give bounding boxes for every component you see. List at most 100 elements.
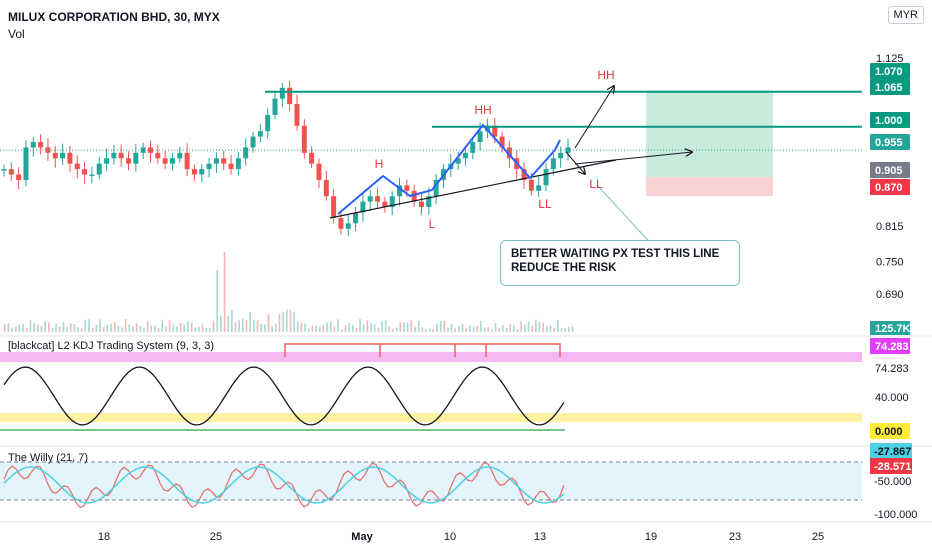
price-tick-label: 1.125 <box>876 53 904 65</box>
candle-body <box>184 152 190 170</box>
candle-body <box>52 152 58 159</box>
candle-body <box>162 158 168 164</box>
price-tick-label: 0.750 <box>876 256 904 268</box>
volume-bar <box>458 326 460 332</box>
volume-bar <box>253 319 255 332</box>
volume-bar <box>388 326 391 332</box>
volume-bar <box>443 320 446 332</box>
candle-body <box>272 98 278 115</box>
price-badge-text: 0.870 <box>875 182 903 194</box>
candle-body <box>250 136 256 148</box>
volume-bar <box>106 324 109 332</box>
volume-bar <box>168 320 171 332</box>
projection-arrow <box>574 152 692 165</box>
candle-body <box>462 152 468 159</box>
pattern-label: H <box>375 157 384 171</box>
kdj-indicator-label[interactable]: [blackcat] L2 KDJ Trading System (9, 3, … <box>8 340 215 352</box>
candle-body <box>528 179 534 191</box>
volume-bar <box>428 328 431 332</box>
volume-bar <box>58 326 61 332</box>
candle-body <box>323 179 329 197</box>
volume-bar <box>260 323 262 332</box>
candle-body <box>558 152 564 159</box>
volume-bar <box>557 320 559 332</box>
volume-bar <box>216 270 219 332</box>
volume-bar <box>502 324 504 332</box>
volume-bar <box>14 326 17 332</box>
volume-bar <box>242 319 244 332</box>
volume-bar <box>179 322 182 332</box>
candle-body <box>235 158 241 170</box>
candle-body <box>38 142 44 148</box>
volume-bar <box>165 326 167 332</box>
volume-bar <box>494 322 497 332</box>
volume-bar <box>275 323 277 332</box>
volume-bar <box>51 328 54 332</box>
volume-bar <box>293 311 295 332</box>
volume-bar <box>322 325 325 332</box>
volume-bar <box>44 321 46 332</box>
willy-value-label: -100.000 <box>874 509 917 521</box>
volume-bar <box>245 320 248 332</box>
chart-title: MILUX CORPORATION BHD, 30, MYX <box>8 10 220 24</box>
time-tick-label: 25 <box>812 531 824 543</box>
willy-indicator-label[interactable]: The Willy (21, 7) <box>8 452 89 464</box>
kdj-value-label: 74.283 <box>875 363 909 375</box>
volume-bar <box>366 320 369 332</box>
callout-leader <box>597 185 656 249</box>
volume-bar <box>102 327 105 332</box>
willy-line <box>3 462 565 509</box>
kdj-value-label: 74.283 <box>875 341 909 353</box>
volume-bar <box>476 326 479 332</box>
volume-bar <box>403 322 405 332</box>
volume-bar <box>25 328 28 332</box>
price-badge-stop_loss <box>870 179 910 195</box>
volume-bar <box>267 314 270 332</box>
candle-body <box>411 190 417 202</box>
volume-bar <box>223 252 226 332</box>
volume-bar <box>157 328 160 332</box>
volume-bar <box>205 328 208 332</box>
volume-bar <box>465 328 468 332</box>
candle-body <box>257 131 263 137</box>
price-badge-text: 1.000 <box>875 115 903 127</box>
volume-bar <box>150 325 153 332</box>
volume-bar <box>227 316 230 332</box>
candle-body <box>309 152 315 164</box>
volume-bar <box>307 328 310 332</box>
time-tick-label: 13 <box>534 531 546 543</box>
volume-bar <box>406 322 409 332</box>
volume-bar <box>351 324 354 332</box>
currency-button[interactable]: MYR <box>887 6 924 24</box>
candle-body <box>89 174 95 177</box>
volume-bar <box>95 324 98 332</box>
volume-bar <box>524 324 526 332</box>
candle-body <box>565 147 571 153</box>
time-tick-label: 19 <box>645 531 657 543</box>
kdj-k-line <box>3 366 565 426</box>
candle-body <box>331 196 337 218</box>
candle-body <box>104 158 110 164</box>
willy-signal-line <box>3 466 565 504</box>
candle-body <box>199 169 205 175</box>
annotation-callout[interactable]: BETTER WAITING PX TEST THIS LINE REDUCE … <box>500 240 740 286</box>
candle-body <box>506 147 512 159</box>
volume-bar <box>47 322 50 332</box>
volume-bar <box>286 309 288 332</box>
volume-bar <box>296 321 299 332</box>
volume-bar <box>326 322 328 332</box>
volume-bar <box>436 323 438 332</box>
price-badge-entry <box>870 162 910 178</box>
volume-bar <box>348 323 350 332</box>
volume-bar <box>373 324 376 332</box>
volume-bar <box>84 319 87 332</box>
candle-body <box>228 163 234 170</box>
volume-bar <box>29 320 32 332</box>
price-tick-label: 0.690 <box>876 289 904 301</box>
volume-bar <box>531 325 533 332</box>
volume-bar <box>40 326 43 332</box>
kdj-overbought-band <box>0 352 862 362</box>
volume-bar <box>329 321 332 332</box>
volume-bar <box>509 324 512 332</box>
